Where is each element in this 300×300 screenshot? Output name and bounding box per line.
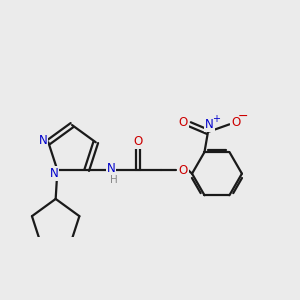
- Text: N: N: [50, 167, 58, 180]
- Text: N: N: [39, 134, 47, 147]
- Text: O: O: [178, 164, 188, 177]
- Text: +: +: [212, 114, 220, 124]
- Text: O: O: [178, 116, 188, 129]
- Text: O: O: [231, 116, 240, 129]
- Text: H: H: [110, 175, 117, 185]
- Text: −: −: [237, 110, 248, 123]
- Text: N: N: [106, 162, 115, 175]
- Text: O: O: [134, 135, 142, 148]
- Text: N: N: [205, 118, 214, 131]
